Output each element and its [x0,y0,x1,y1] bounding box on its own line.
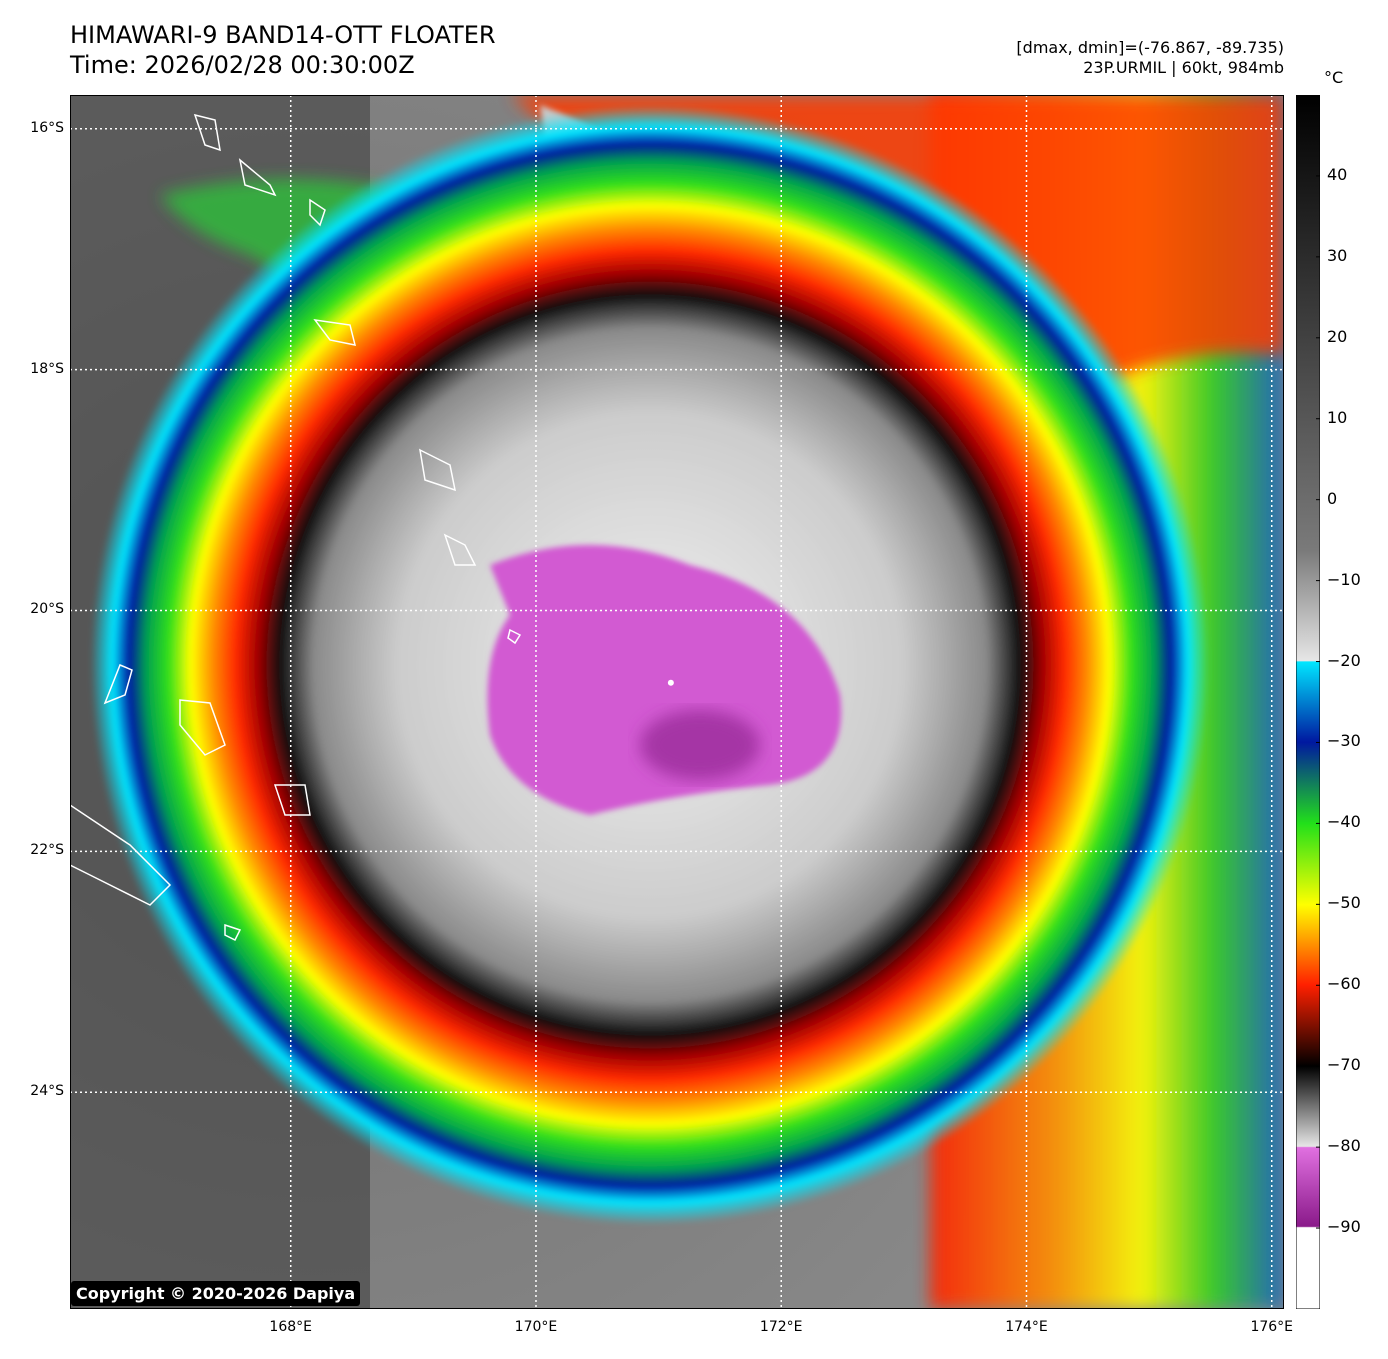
lon-label: 174°E [1005,1319,1048,1335]
colorbar-tick-label: −60 [1327,974,1361,994]
island-mare [273,784,311,816]
colorbar-tick-label: −40 [1327,812,1361,832]
lon-label: 176°E [1250,1319,1294,1335]
lon-label: 170°E [514,1319,558,1335]
island-epi [309,198,326,227]
lat-label: 24°S [30,1083,64,1100]
coastlines [70,113,522,942]
storm-text: 23P.URMIL | 60kt, 984mb [1083,58,1284,77]
colorbar-gradient [1296,95,1320,1309]
new-caledonia-coast [70,804,172,906]
colorbar-unit: °C [1324,68,1344,87]
island-malekula [238,158,277,197]
island-efate [313,319,357,346]
coldest-core [640,710,760,780]
title-line-2: Time: 2026/02/28 00:30:00Z [70,51,415,79]
colorbar-tick-label: 20 [1327,326,1348,346]
lat-label: 16°S [30,119,64,136]
colorbar-tick-label: −90 [1327,1217,1361,1237]
colorbar-tick-label: −20 [1327,650,1361,670]
colorbar-tick-label: 10 [1327,407,1348,427]
island-aneityum [507,628,522,645]
storm-center-marker [667,679,674,686]
graticule [70,95,1284,1309]
chart-title: HIMAWARI-9 BAND14-OTT FLOATER Time: 2026… [70,20,496,80]
colorbar-tick-label: −30 [1327,731,1361,751]
lon-label: 168°E [269,1319,312,1335]
island-loyalty-1 [103,664,133,705]
colorbar-tick-label: −80 [1327,1136,1361,1156]
colorbar-tick-label: −70 [1327,1055,1361,1075]
island-espiritu-santo [193,113,221,152]
lat-label: 20°S [30,601,64,618]
island-tanna [443,533,477,566]
colorbar-tick-marks [1316,175,1320,1229]
colorbar-tick-label: −50 [1327,893,1361,913]
colorbar-tick-label: −10 [1327,569,1361,589]
lat-label: 22°S [30,842,64,859]
lon-label: 172°E [759,1319,803,1335]
lat-label: 18°S [30,360,64,377]
satellite-map [70,95,1284,1309]
island-erromango [419,448,456,492]
colorbar-tick-label: 30 [1327,245,1348,265]
copyright-badge: Copyright © 2020-2026 Dapiya [71,1281,361,1306]
island-ile-des-pins [224,923,242,942]
colorbar-tick-label: 40 [1327,164,1348,184]
colorbar [1296,95,1320,1309]
title-line-1: HIMAWARI-9 BAND14-OTT FLOATER [70,21,496,49]
island-lifou [179,699,226,756]
colorbar-tick-label: 0 [1327,488,1338,508]
range-text: [dmax, dmin]=(-76.867, -89.735) [1016,38,1284,57]
metadata: [dmax, dmin]=(-76.867, -89.735) 23P.URMI… [1016,38,1284,78]
